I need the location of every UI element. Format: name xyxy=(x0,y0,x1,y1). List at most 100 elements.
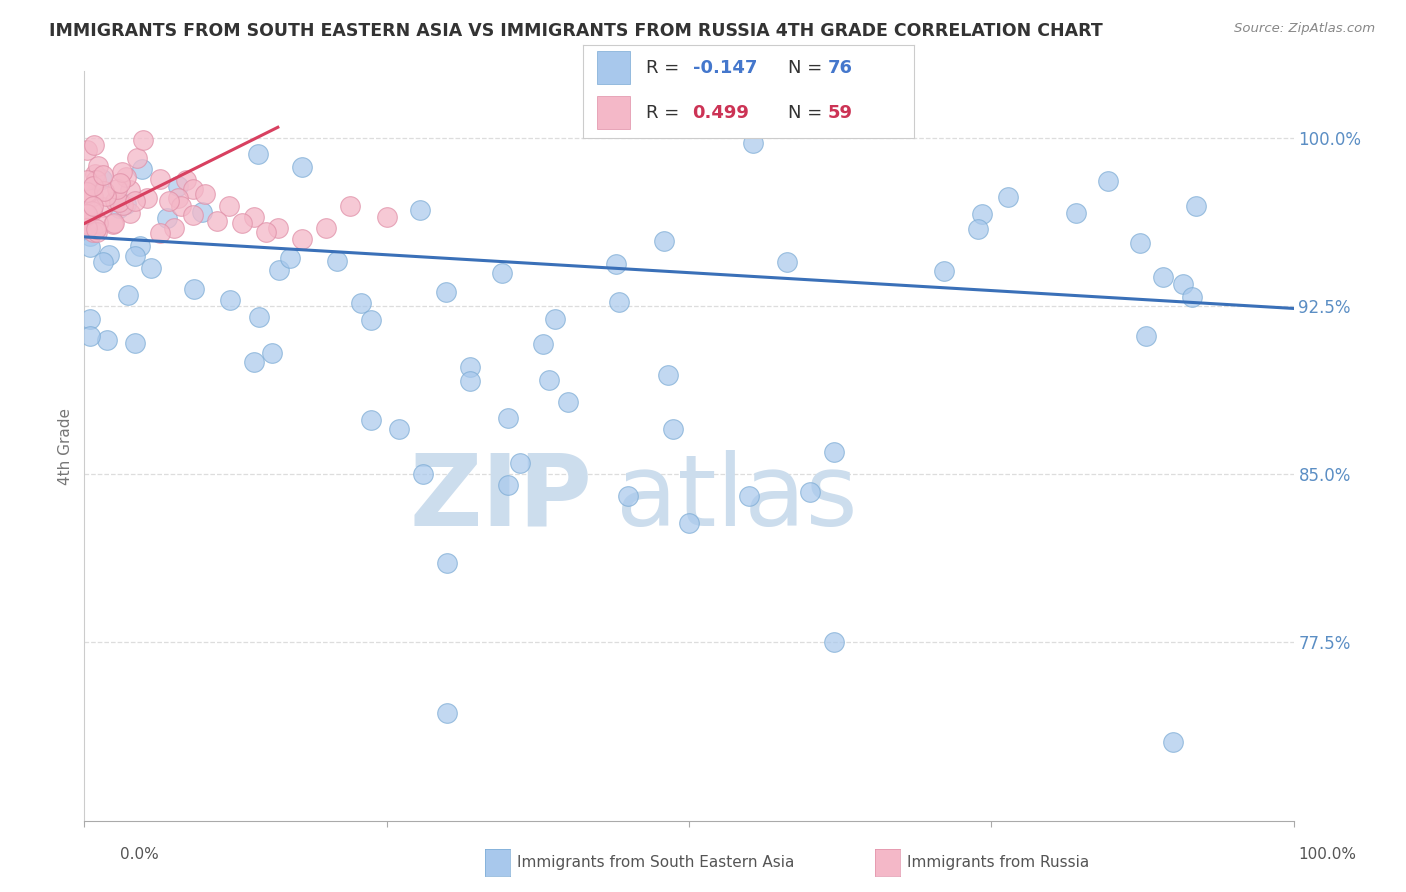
Text: IMMIGRANTS FROM SOUTH EASTERN ASIA VS IMMIGRANTS FROM RUSSIA 4TH GRADE CORRELATI: IMMIGRANTS FROM SOUTH EASTERN ASIA VS IM… xyxy=(49,22,1102,40)
Text: Source: ZipAtlas.com: Source: ZipAtlas.com xyxy=(1234,22,1375,36)
Point xyxy=(243,355,266,369)
Point xyxy=(605,256,627,270)
Point xyxy=(799,484,821,499)
Point xyxy=(132,133,155,147)
Point xyxy=(80,204,103,219)
Point xyxy=(218,198,240,212)
Point xyxy=(496,411,519,425)
Point xyxy=(1181,290,1204,304)
Point xyxy=(86,225,108,239)
Point xyxy=(181,182,204,196)
Text: N =: N = xyxy=(789,104,828,122)
Point xyxy=(1129,235,1152,250)
Point xyxy=(1152,270,1174,285)
Point xyxy=(375,210,398,224)
Point xyxy=(103,216,125,230)
Point xyxy=(509,456,531,470)
Point xyxy=(247,310,270,324)
Point xyxy=(176,173,198,187)
Point xyxy=(93,184,115,198)
FancyBboxPatch shape xyxy=(596,96,630,129)
Point xyxy=(339,198,361,212)
Text: Immigrants from Russia: Immigrants from Russia xyxy=(907,855,1090,870)
Point xyxy=(91,200,114,214)
Point xyxy=(291,160,314,174)
Point xyxy=(79,229,101,244)
Point xyxy=(76,221,98,235)
Point xyxy=(79,240,101,254)
Point xyxy=(76,207,98,221)
Point xyxy=(83,137,105,152)
Point xyxy=(315,221,337,235)
Point xyxy=(101,217,124,231)
Point xyxy=(96,333,118,347)
Point xyxy=(181,207,204,221)
Point xyxy=(607,295,630,310)
Point xyxy=(278,251,301,265)
Point xyxy=(491,267,513,281)
Point xyxy=(267,221,290,235)
Point xyxy=(538,373,561,387)
Point xyxy=(90,172,112,186)
Point xyxy=(458,359,481,374)
Point xyxy=(1161,735,1184,749)
Point xyxy=(82,178,104,193)
Point xyxy=(557,395,579,409)
Y-axis label: 4th Grade: 4th Grade xyxy=(58,408,73,484)
Point xyxy=(76,186,98,200)
Point xyxy=(652,234,675,248)
Point xyxy=(496,478,519,492)
FancyBboxPatch shape xyxy=(596,51,630,84)
Point xyxy=(247,146,270,161)
Point xyxy=(107,195,129,210)
Point xyxy=(678,516,700,531)
Point xyxy=(776,255,799,269)
Point xyxy=(412,467,434,481)
Text: R =: R = xyxy=(647,59,685,77)
Point xyxy=(1171,277,1194,292)
Point xyxy=(124,249,146,263)
Point xyxy=(163,221,186,235)
Point xyxy=(818,109,841,123)
Text: -0.147: -0.147 xyxy=(693,59,756,77)
Point xyxy=(87,159,110,173)
Point xyxy=(1185,199,1208,213)
Point xyxy=(436,706,458,721)
Point xyxy=(84,167,107,181)
Point xyxy=(136,191,159,205)
Point xyxy=(104,194,127,208)
Point xyxy=(118,183,141,197)
Point xyxy=(194,187,217,202)
Point xyxy=(108,201,131,215)
Text: atlas: atlas xyxy=(616,450,858,547)
Text: 100.0%: 100.0% xyxy=(1299,847,1357,862)
Point xyxy=(738,489,761,503)
Point xyxy=(94,189,117,203)
Point xyxy=(242,210,264,224)
Point xyxy=(91,168,114,182)
Point xyxy=(436,557,458,571)
Point xyxy=(1097,174,1119,188)
Point xyxy=(129,239,152,253)
Text: N =: N = xyxy=(789,59,828,77)
Text: 0.0%: 0.0% xyxy=(120,847,159,862)
Point xyxy=(1135,329,1157,343)
Point xyxy=(823,444,845,458)
Point xyxy=(207,214,229,228)
Point xyxy=(326,254,349,268)
Point xyxy=(98,248,121,262)
Point xyxy=(84,173,107,187)
Point xyxy=(82,225,104,239)
Point xyxy=(617,489,640,503)
Point xyxy=(260,346,283,360)
Point xyxy=(76,207,98,221)
Point xyxy=(156,211,179,225)
Point xyxy=(139,260,162,275)
Point xyxy=(84,222,107,236)
Point xyxy=(460,374,482,388)
Text: 76: 76 xyxy=(828,59,853,77)
Point xyxy=(657,368,679,382)
Point xyxy=(79,312,101,326)
Text: 59: 59 xyxy=(828,104,853,122)
Point xyxy=(131,161,153,176)
